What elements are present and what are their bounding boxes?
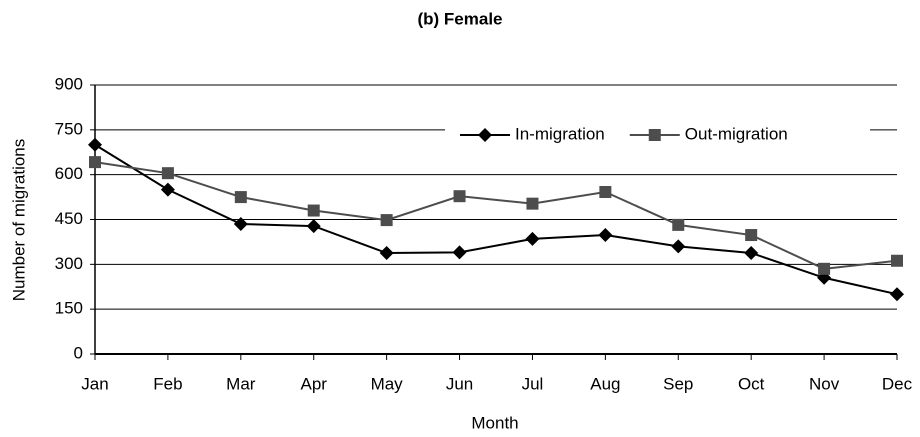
marker xyxy=(452,245,467,260)
x-tick-label: Oct xyxy=(738,374,765,393)
marker xyxy=(233,216,248,231)
marker xyxy=(598,228,613,243)
y-tick-label: 450 xyxy=(55,209,83,228)
marker xyxy=(891,254,903,267)
x-tick-label: Dec xyxy=(882,374,913,393)
legend-label: Out-migration xyxy=(685,124,788,143)
marker xyxy=(161,167,174,180)
marker xyxy=(234,191,247,204)
marker xyxy=(599,186,612,199)
x-tick-label: Mar xyxy=(226,374,256,393)
y-tick-label: 900 xyxy=(55,74,83,93)
marker xyxy=(379,245,394,260)
marker xyxy=(478,128,492,142)
x-tick-label: Feb xyxy=(153,374,182,393)
x-tick-label: Apr xyxy=(300,374,327,393)
x-tick-label: Jan xyxy=(81,374,108,393)
legend-label: In-migration xyxy=(515,124,605,143)
x-tick-label: Aug xyxy=(590,374,620,393)
chart-title: (b) Female xyxy=(417,9,502,28)
series-line xyxy=(94,143,898,296)
y-tick-label: 600 xyxy=(55,164,83,183)
marker xyxy=(745,229,758,242)
x-axis-label: Month xyxy=(471,413,518,432)
marker xyxy=(525,231,540,246)
marker xyxy=(453,190,466,203)
x-tick-label: Sep xyxy=(663,374,693,393)
y-tick-label: 300 xyxy=(55,254,83,273)
marker xyxy=(89,156,101,169)
x-tick-label: Jul xyxy=(522,374,544,393)
marker xyxy=(672,218,685,231)
marker xyxy=(307,204,320,217)
marker xyxy=(818,262,831,275)
marker xyxy=(890,287,904,302)
marker xyxy=(88,137,102,152)
marker xyxy=(160,182,175,197)
marker xyxy=(526,197,539,210)
marker xyxy=(671,239,686,254)
x-tick-label: Nov xyxy=(809,374,840,393)
marker xyxy=(380,214,393,227)
y-tick-label: 150 xyxy=(55,299,83,318)
x-tick-label: May xyxy=(371,374,404,393)
y-tick-label: 750 xyxy=(55,119,83,138)
x-tick-label: Jun xyxy=(446,374,473,393)
marker xyxy=(306,219,321,234)
marker xyxy=(744,245,759,260)
y-axis-label: Number of migrations xyxy=(9,139,28,302)
y-tick-label: 0 xyxy=(74,343,83,362)
series-line xyxy=(94,161,898,270)
marker xyxy=(648,129,661,141)
